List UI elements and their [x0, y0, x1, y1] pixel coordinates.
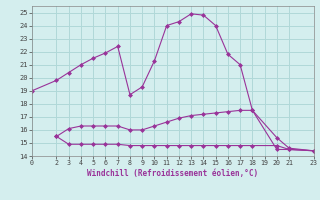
X-axis label: Windchill (Refroidissement éolien,°C): Windchill (Refroidissement éolien,°C) — [87, 169, 258, 178]
